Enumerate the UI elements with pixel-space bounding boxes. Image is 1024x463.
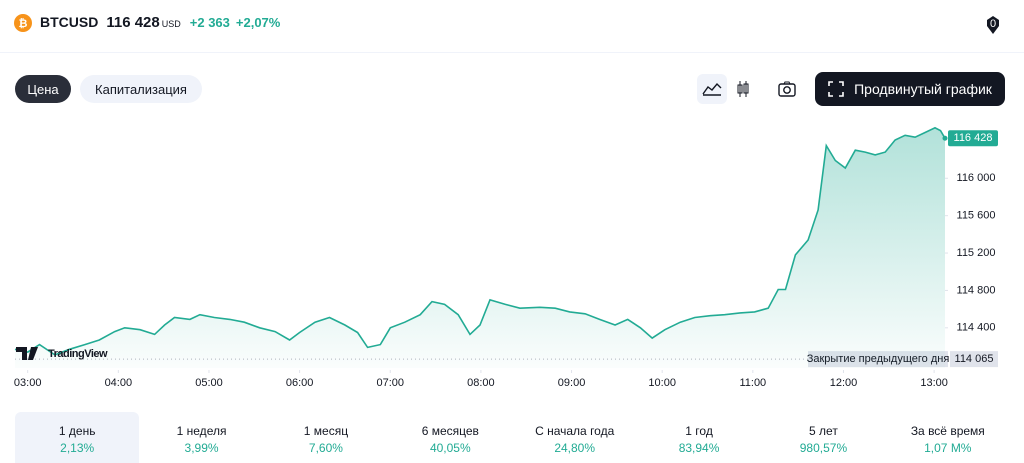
period-change: 7,60% — [308, 441, 343, 455]
period-label: 1 день — [58, 424, 96, 438]
x-tick-label: 08:00 — [467, 377, 495, 389]
period-label: 1 месяц — [303, 424, 349, 438]
period-change: 980,57% — [799, 441, 848, 455]
symbol-header: BTCUSD 116 428 USD +2 363 +2,07% — [40, 14, 286, 36]
period-change: 1,07 M% — [924, 441, 972, 455]
price: 116 428 — [106, 14, 160, 31]
period-label: 1 неделя — [176, 424, 227, 438]
symbol[interactable]: BTCUSD — [40, 14, 99, 30]
period-change: 24,80% — [554, 441, 596, 455]
period-label: 1 год — [685, 424, 713, 438]
period-tabs: 1 день 2,13% 1 неделя 3,99% 1 месяц 7,60% 6 ме… — [15, 412, 1010, 463]
x-tick-label: 05:00 — [195, 377, 223, 389]
change-percent: +2,07% — [235, 15, 281, 30]
y-tick-label: 114 400 — [957, 322, 996, 334]
x-tick-label: 06:00 — [286, 377, 314, 389]
period-tab[interactable]: С начала года 24,80% — [513, 412, 637, 463]
y-tick-label: 116 000 — [957, 172, 996, 184]
period-tab[interactable]: 6 месяцев 40,05% — [388, 412, 512, 463]
x-tick-label: 13:00 — [920, 377, 948, 389]
watermark-logo — [16, 347, 38, 360]
period-change: 83,94% — [678, 441, 720, 455]
svg-text:₿: ₿ — [19, 18, 28, 30]
advanced-chart-button[interactable]: Продвинутый график — [815, 72, 1005, 106]
period-tab[interactable]: 1 год 83,94% — [637, 412, 761, 463]
last-price-label: 116 428 — [954, 132, 993, 144]
candle-chart-button[interactable] — [728, 74, 758, 104]
period-label: С начала года — [535, 424, 615, 438]
y-tick-label: 114 800 — [957, 284, 996, 296]
period-change: 40,05% — [429, 441, 471, 455]
reference-value: 114 065 — [955, 353, 994, 365]
last-price-box — [948, 130, 998, 147]
period-tab[interactable]: 1 неделя 3,99% — [139, 412, 263, 463]
tab-cap[interactable]: Капитализация — [80, 75, 202, 103]
x-tick-label: 04:00 — [105, 377, 133, 389]
separator — [0, 52, 1024, 53]
svg-text:0: 0 — [990, 18, 996, 30]
currency: USD — [161, 19, 181, 29]
period-tab[interactable]: За всё время 1,07 M% — [886, 412, 1010, 463]
logo-icon[interactable]: 0 — [983, 14, 1003, 36]
period-label: 6 месяцев — [421, 424, 479, 438]
y-tick-label: 115 600 — [957, 210, 996, 222]
price-line — [14, 126, 946, 356]
change: +2 363 — [189, 15, 230, 30]
period-change: 2,13% — [60, 441, 95, 455]
x-tick-label: 10:00 — [648, 377, 676, 389]
area-fill — [15, 127, 945, 368]
chart: 114 400 114 800 115 200 115 600 116 000 03:00… — [14, 126, 998, 389]
period-label: За всё время — [910, 424, 985, 438]
x-tick-label: 11:00 — [739, 377, 766, 389]
y-tick-label: 115 200 — [957, 247, 996, 259]
watermark: TradingView — [48, 348, 108, 360]
period-change: 3,99% — [184, 441, 219, 455]
x-tick-label: 12:00 — [830, 377, 858, 389]
period-label: 5 лет — [809, 424, 838, 438]
period-tab[interactable]: 1 день 2,13% — [15, 412, 140, 463]
period-tab[interactable]: 5 лет 980,57% — [761, 412, 885, 463]
btc-icon: ₿ — [14, 14, 32, 32]
x-tick-label: 09:00 — [558, 377, 586, 389]
period-tab[interactable]: 1 месяц 7,60% — [264, 412, 388, 463]
line-chart-button[interactable] — [697, 74, 727, 104]
reference-value-box — [950, 351, 998, 368]
snapshot-button[interactable] — [772, 74, 802, 104]
advanced-chart-label: Продвинутый график — [854, 81, 992, 97]
last-point — [942, 135, 948, 141]
x-tick-label: 03:00 — [14, 377, 42, 389]
x-tick-label: 07:00 — [376, 377, 404, 389]
tab-price[interactable]: Цена — [15, 75, 71, 103]
